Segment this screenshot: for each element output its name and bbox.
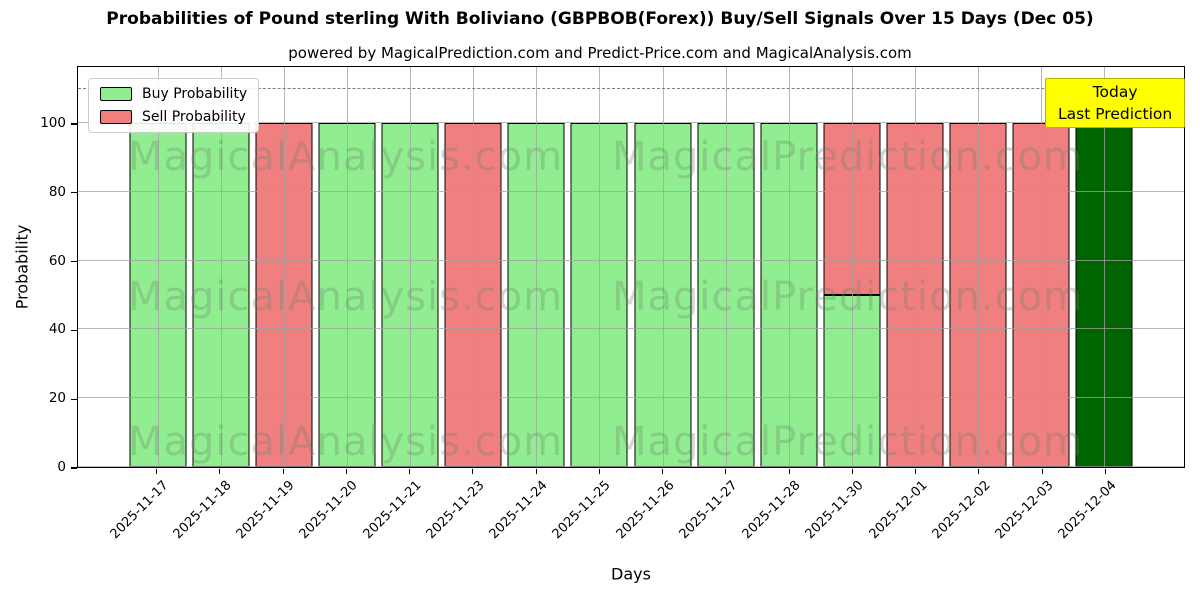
- y-tick-label: 20: [48, 390, 66, 407]
- y-tick-label: 100: [40, 115, 66, 131]
- today-annotation: Today Last Prediction: [1045, 78, 1186, 128]
- legend-label: Buy Probability: [142, 86, 248, 102]
- annotation-line: Last Prediction: [1058, 105, 1173, 123]
- x-tick: [598, 469, 600, 474]
- watermark-text: MagicalAnalysis.com: [128, 134, 564, 180]
- x-tick: [978, 469, 980, 474]
- h-gridline: [78, 328, 1184, 330]
- x-tick: [219, 469, 221, 474]
- v-gridline: [725, 67, 727, 467]
- y-tick-label: 0: [57, 459, 66, 475]
- x-tick: [788, 469, 790, 474]
- bar-slot: [1073, 67, 1136, 467]
- y-tick: [71, 261, 77, 263]
- h-gridline: [78, 397, 1184, 399]
- v-gridline: [346, 67, 348, 467]
- v-gridline: [662, 67, 664, 467]
- y-tick: [71, 467, 77, 469]
- bar-slot: [568, 67, 631, 467]
- h-gridline: [78, 122, 1184, 123]
- v-gridline: [851, 67, 853, 467]
- y-tick-label: 40: [48, 321, 66, 338]
- x-tick: [535, 469, 537, 474]
- y-tick: [71, 192, 77, 194]
- buy-probability-swatch: [100, 87, 132, 101]
- v-gridline: [157, 67, 159, 467]
- watermark-text: MagicalPrediction.com: [612, 419, 1083, 465]
- x-tick: [1041, 469, 1043, 474]
- x-tick: [1104, 469, 1106, 474]
- bars-container: [78, 67, 1184, 467]
- bar-slot: [189, 67, 252, 467]
- v-gridline: [283, 67, 285, 467]
- plot-area: MagicalAnalysis.com MagicalPrediction.co…: [77, 66, 1186, 468]
- annotation-line: Today: [1092, 83, 1138, 101]
- h-gridline: [78, 466, 1184, 467]
- watermark-text: MagicalAnalysis.com: [128, 419, 564, 465]
- bar-slot: [252, 67, 315, 467]
- v-gridline: [788, 67, 790, 467]
- v-gridline: [1104, 67, 1106, 467]
- x-tick: [915, 469, 917, 474]
- v-gridline: [473, 67, 475, 467]
- h-gridline: [78, 190, 1184, 192]
- y-tick-label: 80: [48, 183, 66, 200]
- v-gridline: [536, 67, 538, 467]
- x-axis-label: Days: [611, 564, 651, 584]
- y-tick: [71, 329, 77, 331]
- bar-slot: [884, 67, 947, 467]
- bar-slot: [631, 67, 694, 467]
- x-tick: [725, 469, 727, 474]
- v-gridline: [599, 67, 601, 467]
- bar-slot: [820, 67, 883, 467]
- legend-item-buy: Buy Probability: [100, 86, 247, 102]
- v-gridline: [1041, 67, 1043, 467]
- bar-slot: [442, 67, 505, 467]
- x-tick: [851, 469, 853, 474]
- watermark-text: MagicalPrediction.com: [612, 134, 1083, 180]
- watermark-text: MagicalAnalysis.com: [128, 274, 564, 320]
- legend-label: Sell Probability: [142, 109, 246, 125]
- y-tick: [71, 123, 77, 125]
- y-tick: [71, 398, 77, 400]
- chart-subtitle: powered by MagicalPrediction.com and Pre…: [288, 44, 912, 62]
- v-gridline: [915, 67, 917, 467]
- v-gridline: [978, 67, 980, 467]
- bar-slot: [757, 67, 820, 467]
- x-tick: [156, 469, 158, 474]
- bar-slot: [694, 67, 757, 467]
- x-tick: [472, 469, 474, 474]
- bar-slot: [315, 67, 378, 467]
- v-gridline: [220, 67, 222, 467]
- legend: Buy Probability Sell Probability: [88, 78, 260, 133]
- bar-slot: [126, 67, 189, 467]
- dashed-guide-line: [78, 87, 1184, 89]
- v-gridline: [410, 67, 412, 467]
- y-tick-label: 60: [48, 252, 66, 269]
- bar-slot: [379, 67, 442, 467]
- x-tick: [282, 469, 284, 474]
- x-tick: [409, 469, 411, 474]
- legend-item-sell: Sell Probability: [100, 109, 247, 125]
- sell-probability-swatch: [100, 110, 132, 124]
- bar-slot: [947, 67, 1010, 467]
- watermark-text: MagicalPrediction.com: [612, 274, 1083, 320]
- x-tick: [662, 469, 664, 474]
- bar-slot: [1010, 67, 1073, 467]
- bar-slot: [505, 67, 568, 467]
- x-tick: [345, 469, 347, 474]
- chart-title: Probabilities of Pound sterling With Bol…: [106, 9, 1094, 29]
- h-gridline: [78, 259, 1184, 261]
